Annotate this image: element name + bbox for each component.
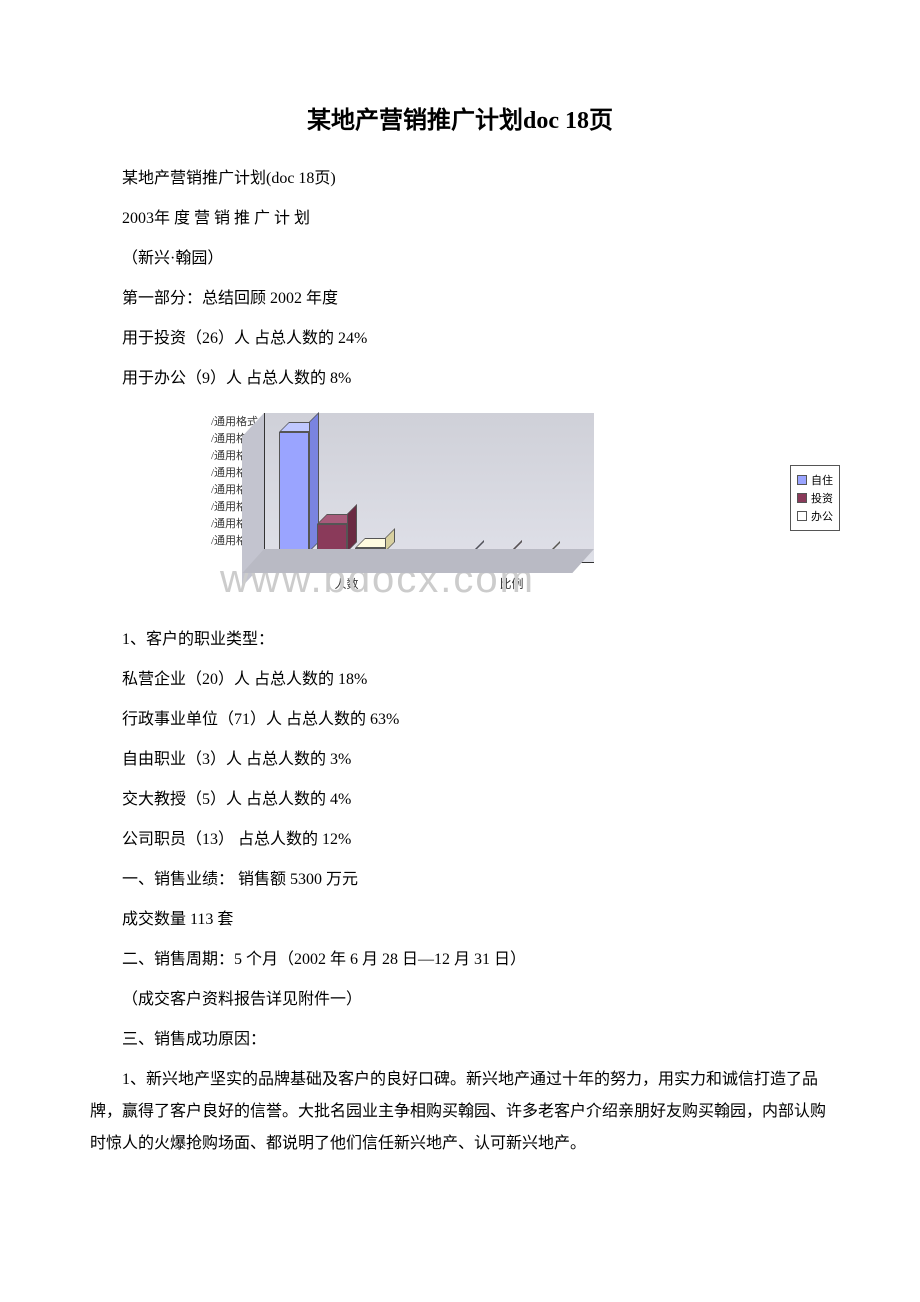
- line-10: 自由职业（3）人 占总人数的 3%: [90, 744, 830, 776]
- chart-legend: 自住投资办公: [790, 465, 840, 531]
- line-17: 三、销售成功原因：: [90, 1024, 830, 1056]
- line-2: 2003年 度 营 销 推 广 计 划: [90, 203, 830, 235]
- chart-plot-area: [264, 413, 594, 563]
- line-12: 公司职员（13） 占总人数的 12%: [90, 824, 830, 856]
- line-3: （新兴·翰园）: [90, 243, 830, 275]
- line-5: 用于投资（26）人 占总人数的 24%: [90, 323, 830, 355]
- line-7: 1、客户的职业类型：: [90, 624, 830, 656]
- page-title: 某地产营销推广计划doc 18页: [90, 100, 830, 135]
- legend-item: 办公: [797, 508, 833, 524]
- legend-label: 办公: [811, 508, 833, 524]
- chart-x-label: 人数: [264, 575, 429, 592]
- line-8: 私营企业（20）人 占总人数的 18%: [90, 664, 830, 696]
- legend-item: 投资: [797, 490, 833, 506]
- line-15: 二、销售周期：5 个月（2002 年 6 月 28 日—12 月 31 日）: [90, 944, 830, 976]
- chart-3d-floor: [242, 549, 594, 573]
- line-9: 行政事业单位（71）人 占总人数的 63%: [90, 704, 830, 736]
- line-4: 第一部分：总结回顾 2002 年度: [90, 283, 830, 315]
- line-16: （成交客户资料报告详见附件一）: [90, 984, 830, 1016]
- legend-label: 自住: [811, 472, 833, 488]
- legend-swatch: [797, 511, 807, 521]
- chart-bar: [279, 432, 309, 562]
- chart-x-labels: 人数比例: [264, 575, 594, 592]
- line-6: 用于办公（9）人 占总人数的 8%: [90, 363, 830, 395]
- legend-item: 自住: [797, 472, 833, 488]
- line-18: 1、新兴地产坚实的品牌基础及客户的良好口碑。新兴地产通过十年的努力，用实力和诚信…: [90, 1064, 830, 1160]
- line-14: 成交数量 113 套: [90, 904, 830, 936]
- legend-label: 投资: [811, 490, 833, 506]
- line-13: 一、销售业绩： 销售额 5300 万元: [90, 864, 830, 896]
- line-1: 某地产营销推广计划(doc 18页): [90, 163, 830, 195]
- bar-chart: /通用格式/通用格式/通用格式/通用格式/通用格式/通用格式/通用格式/通用格式…: [190, 407, 830, 617]
- chart-x-label: 比例: [429, 575, 594, 592]
- legend-swatch: [797, 493, 807, 503]
- legend-swatch: [797, 475, 807, 485]
- line-11: 交大教授（5）人 占总人数的 4%: [90, 784, 830, 816]
